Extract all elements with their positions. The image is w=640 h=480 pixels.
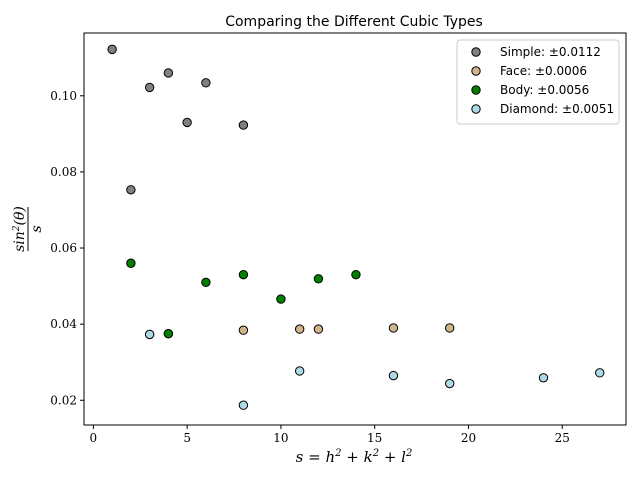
data-point-series-2 bbox=[163, 328, 174, 339]
data-point-series-3 bbox=[538, 373, 549, 383]
x-tick-label: 5 bbox=[183, 431, 191, 445]
x-tick-label: 0 bbox=[90, 431, 98, 445]
y-tick-label: 0.04 bbox=[50, 317, 77, 331]
data-point-series-2 bbox=[126, 258, 136, 268]
legend: Simple: ±0.0112 Face: ±0.0006 Body: ±0.005… bbox=[456, 39, 620, 125]
data-point-series-0 bbox=[163, 68, 174, 78]
data-point-series-3 bbox=[294, 366, 305, 376]
data-point-series-0 bbox=[126, 185, 136, 195]
y-tick-label: 0.10 bbox=[50, 89, 77, 103]
svg-text:s: s bbox=[29, 225, 45, 232]
data-point-series-2 bbox=[201, 277, 211, 287]
data-point-series-0 bbox=[201, 78, 211, 88]
legend-frame bbox=[456, 39, 620, 125]
x-axis-ticks: 0 5 10 15 20 25 bbox=[90, 425, 570, 445]
legend-label-0: Simple: ±0.0112 bbox=[500, 45, 601, 59]
x-axis-label: s = h2 + k2 + l2 bbox=[296, 448, 413, 466]
legend-marker-3 bbox=[471, 104, 481, 114]
data-point-series-0 bbox=[144, 82, 155, 93]
legend-marker-0 bbox=[471, 47, 481, 57]
data-point-series-2 bbox=[238, 269, 249, 280]
points-layer bbox=[107, 44, 605, 410]
data-point-series-0 bbox=[107, 44, 117, 55]
data-point-series-2 bbox=[351, 269, 361, 280]
legend-marker-2 bbox=[471, 85, 481, 95]
x-tick-label: 20 bbox=[461, 431, 476, 445]
data-point-series-3 bbox=[595, 368, 605, 378]
x-tick-label: 25 bbox=[555, 431, 570, 445]
data-point-series-2 bbox=[313, 274, 324, 284]
data-point-series-2 bbox=[276, 294, 286, 304]
data-point-series-1 bbox=[294, 324, 305, 334]
plot-area bbox=[83, 32, 627, 426]
data-point-series-3 bbox=[144, 329, 155, 340]
data-point-series-1 bbox=[388, 323, 399, 333]
legend-label-2: Body: ±0.0056 bbox=[500, 83, 589, 97]
axes-frame bbox=[83, 32, 627, 426]
y-axis-label: sin2(θ) s bbox=[12, 206, 45, 252]
data-point-series-1 bbox=[445, 323, 455, 333]
data-point-series-3 bbox=[238, 400, 249, 410]
chart-title: Comparing the Different Cubic Types bbox=[225, 14, 483, 30]
svg-text:sin2(θ): sin2(θ) bbox=[12, 206, 28, 252]
y-tick-label: 0.08 bbox=[50, 165, 77, 179]
data-point-series-0 bbox=[238, 120, 249, 130]
legend-label-1: Face: ±0.0006 bbox=[500, 64, 587, 78]
data-point-series-1 bbox=[313, 324, 324, 334]
data-point-series-3 bbox=[388, 370, 399, 381]
y-tick-label: 0.02 bbox=[50, 393, 77, 407]
x-tick-label: 10 bbox=[273, 431, 288, 445]
y-tick-label: 0.06 bbox=[50, 241, 77, 255]
x-tick-label: 15 bbox=[367, 431, 382, 445]
y-axis-ticks: 0.02 0.04 0.06 0.08 0.10 bbox=[50, 89, 84, 407]
data-point-series-0 bbox=[182, 117, 192, 128]
data-point-series-3 bbox=[445, 378, 455, 389]
legend-label-3: Diamond: ±0.0051 bbox=[500, 102, 614, 116]
data-point-series-1 bbox=[238, 325, 249, 335]
legend-marker-1 bbox=[471, 66, 481, 76]
